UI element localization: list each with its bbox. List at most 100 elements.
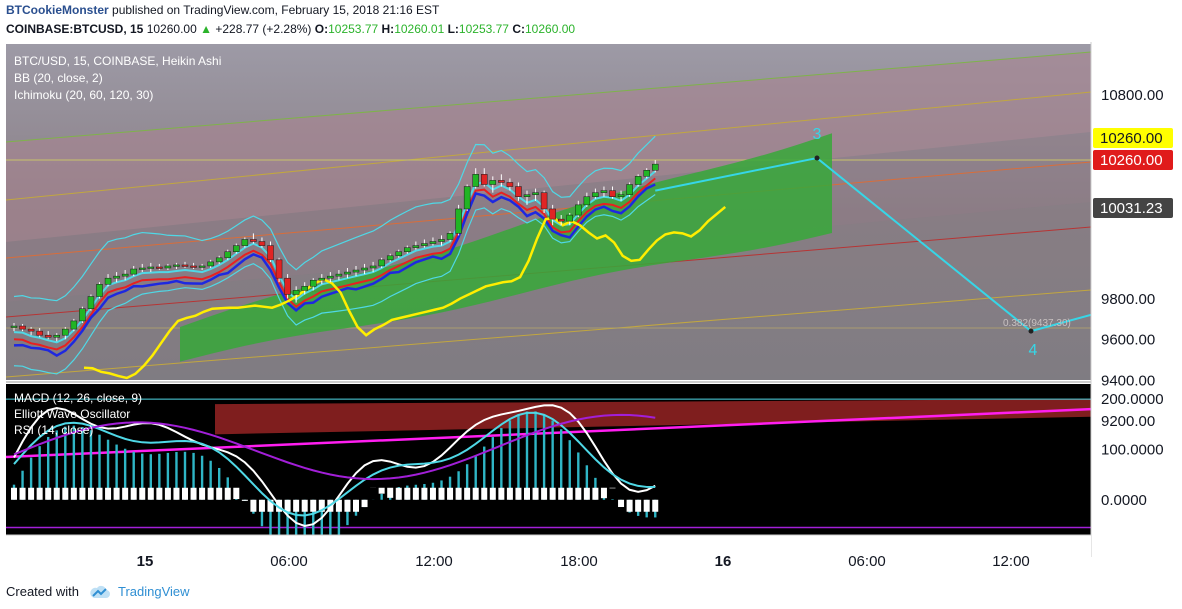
candle-body bbox=[481, 174, 488, 185]
ewo-bar bbox=[378, 487, 385, 494]
ewo-bar bbox=[506, 487, 513, 500]
badge-box bbox=[1093, 150, 1173, 170]
bb-lower-band bbox=[13, 193, 656, 375]
histogram-bar bbox=[38, 446, 41, 500]
level-badge: 10031.23 bbox=[1093, 198, 1173, 218]
candle bbox=[224, 249, 231, 260]
open-value: 10253.77 bbox=[328, 22, 379, 36]
histogram-bar bbox=[585, 465, 589, 500]
candle bbox=[207, 259, 214, 268]
ewo-bar bbox=[62, 487, 69, 500]
histogram-bar bbox=[21, 470, 24, 500]
candle-body bbox=[190, 265, 197, 268]
candle-body bbox=[472, 174, 479, 187]
candle-body bbox=[557, 218, 565, 222]
candle bbox=[566, 213, 573, 226]
ewo-bar bbox=[558, 487, 565, 500]
candle bbox=[130, 265, 137, 277]
candle-body bbox=[207, 261, 214, 267]
candle bbox=[79, 306, 86, 323]
ewo-bar bbox=[36, 487, 43, 500]
histogram-bar bbox=[457, 471, 460, 500]
candle bbox=[472, 168, 479, 189]
ewo-bar bbox=[455, 487, 462, 500]
histogram-bar bbox=[98, 434, 101, 500]
candle-body bbox=[10, 325, 18, 328]
time-axis[interactable] bbox=[6, 535, 1091, 557]
candle-body bbox=[173, 264, 180, 267]
ewo-bar bbox=[113, 487, 120, 500]
candle-body bbox=[70, 320, 78, 330]
ewo-bar bbox=[130, 487, 137, 500]
ewo-bar bbox=[53, 487, 60, 500]
candle bbox=[481, 168, 488, 187]
ewo-bar bbox=[147, 487, 154, 500]
candle bbox=[446, 231, 454, 242]
ewo-bar bbox=[207, 487, 214, 500]
ewo-bar bbox=[541, 487, 548, 500]
ewo-bar bbox=[79, 487, 86, 500]
histogram-bar bbox=[200, 455, 204, 500]
histogram-bar bbox=[611, 499, 614, 500]
time-tick: 12:00 bbox=[415, 553, 453, 570]
candle-body bbox=[267, 245, 274, 261]
candle-body bbox=[378, 259, 385, 267]
ewo-bar bbox=[524, 487, 530, 500]
candle-body bbox=[634, 176, 642, 185]
candle bbox=[156, 263, 163, 271]
price-tick: 9800.00 bbox=[1101, 291, 1155, 308]
candle-body bbox=[540, 192, 548, 210]
candle-body bbox=[104, 277, 112, 285]
ewo-bar bbox=[87, 487, 94, 500]
ewo-bar bbox=[361, 499, 368, 508]
histogram-bar bbox=[183, 451, 187, 500]
close-label: C: bbox=[512, 22, 525, 36]
chart-canvas[interactable]: 10800.0010600.009800.009600.009400.00920… bbox=[0, 42, 1182, 577]
candle-body bbox=[147, 266, 155, 269]
candle-body bbox=[156, 266, 163, 269]
candle-body bbox=[258, 241, 266, 246]
time-tick: 06:00 bbox=[270, 553, 308, 570]
candle-body bbox=[344, 271, 351, 275]
ewo-bar bbox=[19, 487, 26, 500]
ewo-bar bbox=[532, 487, 539, 500]
ewo-bar bbox=[258, 499, 265, 512]
candle bbox=[600, 186, 608, 197]
candle-body bbox=[241, 239, 249, 246]
cloud-logo-icon bbox=[89, 585, 110, 598]
ewo-bar bbox=[267, 499, 274, 512]
histogram-bar bbox=[474, 455, 477, 500]
candle-body bbox=[523, 194, 531, 197]
candle bbox=[455, 204, 462, 236]
candle bbox=[617, 190, 625, 201]
author-link[interactable]: BTCookieMonster bbox=[6, 3, 109, 17]
candle bbox=[489, 176, 497, 193]
candle bbox=[62, 327, 69, 340]
candle-body bbox=[284, 277, 291, 295]
price-tick: 9400.00 bbox=[1101, 372, 1155, 389]
candle bbox=[87, 294, 95, 311]
histogram-bar bbox=[123, 448, 127, 500]
histogram-bar bbox=[568, 440, 571, 500]
candle-body bbox=[250, 239, 257, 242]
histogram-bar bbox=[534, 411, 537, 500]
candle-body bbox=[643, 170, 650, 177]
time-tick: 12:00 bbox=[992, 553, 1030, 570]
candle-body bbox=[412, 245, 420, 248]
candle bbox=[361, 263, 368, 275]
legend-bb: BB (20, close, 2) bbox=[14, 71, 103, 85]
ewo-bar bbox=[472, 487, 479, 500]
candle-body bbox=[421, 243, 428, 246]
close-value: 10260.00 bbox=[525, 22, 576, 36]
tradingview-link[interactable]: TradingView bbox=[118, 584, 190, 599]
candle-body bbox=[224, 251, 231, 259]
candle-body bbox=[301, 286, 308, 291]
candle bbox=[386, 253, 394, 262]
candle bbox=[634, 174, 642, 187]
ewo-bar bbox=[618, 499, 625, 508]
ewo-bar bbox=[190, 487, 197, 500]
candle bbox=[173, 262, 180, 270]
trend-line bbox=[6, 407, 1091, 459]
candle-body bbox=[27, 328, 35, 332]
candle-body bbox=[395, 251, 402, 257]
